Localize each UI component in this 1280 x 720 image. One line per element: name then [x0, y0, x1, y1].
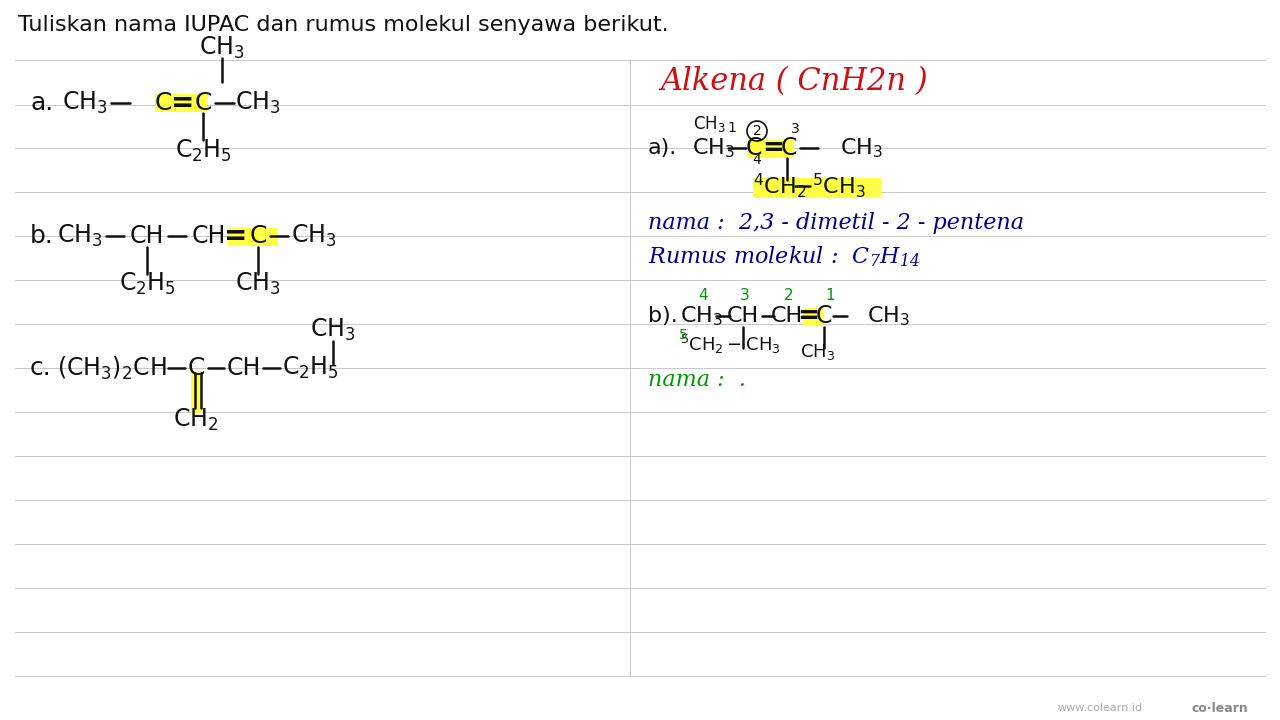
Text: $\mathregular{C_2H_5}$: $\mathregular{C_2H_5}$: [119, 271, 175, 297]
Text: b.: b.: [29, 224, 54, 248]
Text: nama :  .: nama : .: [648, 369, 746, 391]
Text: $\mathregular{CH_3}$: $\mathregular{CH_3}$: [200, 35, 244, 61]
Text: 2: 2: [753, 124, 762, 138]
Text: C: C: [746, 136, 763, 160]
Text: $\mathregular{CH_3}$: $\mathregular{CH_3}$: [236, 90, 280, 116]
Text: $\mathregular{(CH_3)_2CH}$: $\mathregular{(CH_3)_2CH}$: [58, 354, 166, 382]
Text: $\mathregular{CH_3}$: $\mathregular{CH_3}$: [840, 136, 883, 160]
Text: $\mathregular{CH_3}$: $\mathregular{CH_3}$: [291, 223, 337, 249]
Text: =: =: [762, 135, 783, 161]
Text: Rumus molekul :  $\mathregular{C_7H_{14}}$: Rumus molekul : $\mathregular{C_7H_{14}}…: [648, 245, 920, 269]
Text: C: C: [815, 304, 832, 328]
FancyBboxPatch shape: [228, 228, 278, 246]
Text: $\mathregular{CH_3}$: $\mathregular{CH_3}$: [800, 342, 836, 362]
Text: $\mathregular{CH_3}$: $\mathregular{CH_3}$: [680, 304, 723, 328]
Text: a.: a.: [29, 91, 54, 115]
Text: =: =: [172, 89, 195, 117]
Text: Tuliskan nama IUPAC dan rumus molekul senyawa berikut.: Tuliskan nama IUPAC dan rumus molekul se…: [18, 15, 668, 35]
Text: $\mathregular{CH_2}$: $\mathregular{CH_2}$: [173, 407, 219, 433]
FancyBboxPatch shape: [753, 178, 881, 198]
Text: CH: CH: [727, 306, 759, 326]
FancyBboxPatch shape: [191, 371, 201, 413]
Text: $\mathregular{C_2H_5}$: $\mathregular{C_2H_5}$: [174, 138, 232, 164]
Text: co·learn: co·learn: [1192, 701, 1248, 714]
Text: c.: c.: [29, 356, 51, 380]
Text: $\mathregular{CH_3}$: $\mathregular{CH_3}$: [63, 90, 108, 116]
Text: C: C: [250, 224, 266, 248]
Text: 1: 1: [727, 121, 736, 135]
Text: CH: CH: [771, 306, 803, 326]
Text: 3: 3: [740, 289, 750, 304]
Text: www.colearn.id: www.colearn.id: [1057, 703, 1143, 713]
Text: =: =: [224, 222, 248, 250]
Text: $^4\mathregular{CH_2}$: $^4\mathregular{CH_2}$: [753, 171, 806, 200]
Text: 1: 1: [826, 289, 835, 304]
Text: =: =: [797, 303, 819, 329]
Text: CH: CH: [192, 224, 227, 248]
Text: a).: a).: [648, 138, 677, 158]
Text: $\mathregular{CH_3}$: $\mathregular{CH_3}$: [692, 114, 726, 134]
Text: C: C: [781, 136, 797, 160]
Text: $\mathregular{CH_3}$: $\mathregular{CH_3}$: [692, 136, 735, 160]
FancyBboxPatch shape: [803, 308, 823, 326]
Text: Alkena ( CnH2n ): Alkena ( CnH2n ): [660, 66, 928, 97]
Text: C: C: [195, 91, 211, 115]
Text: C: C: [187, 356, 205, 380]
FancyBboxPatch shape: [155, 94, 207, 112]
Text: 3: 3: [791, 122, 800, 136]
Text: C: C: [155, 91, 172, 115]
Text: $^5\mathregular{CH_3}$: $^5\mathregular{CH_3}$: [812, 171, 865, 200]
Text: nama :  2,3 - dimetil - 2 - pentena: nama : 2,3 - dimetil - 2 - pentena: [648, 212, 1024, 234]
Text: 5: 5: [678, 328, 687, 342]
FancyBboxPatch shape: [748, 140, 794, 158]
Text: $\mathregular{CH_3}$: $\mathregular{CH_3}$: [867, 304, 910, 328]
Text: 4: 4: [753, 153, 762, 167]
Text: $\mathregular{CH_3}$: $\mathregular{CH_3}$: [236, 271, 280, 297]
Text: CH: CH: [227, 356, 261, 380]
Text: $\mathregular{C_2H_5}$: $\mathregular{C_2H_5}$: [282, 355, 338, 381]
Text: $^5\mathregular{CH_2}-\mathregular{CH_3}$: $^5\mathregular{CH_2}-\mathregular{CH_3}…: [680, 333, 781, 356]
Text: 2: 2: [785, 289, 794, 304]
Text: $\mathregular{CH_3}$: $\mathregular{CH_3}$: [310, 317, 356, 343]
Text: 4: 4: [698, 289, 708, 304]
Text: b).: b).: [648, 306, 677, 326]
Text: $\mathregular{CH_3}$: $\mathregular{CH_3}$: [58, 223, 102, 249]
Text: CH: CH: [129, 224, 164, 248]
